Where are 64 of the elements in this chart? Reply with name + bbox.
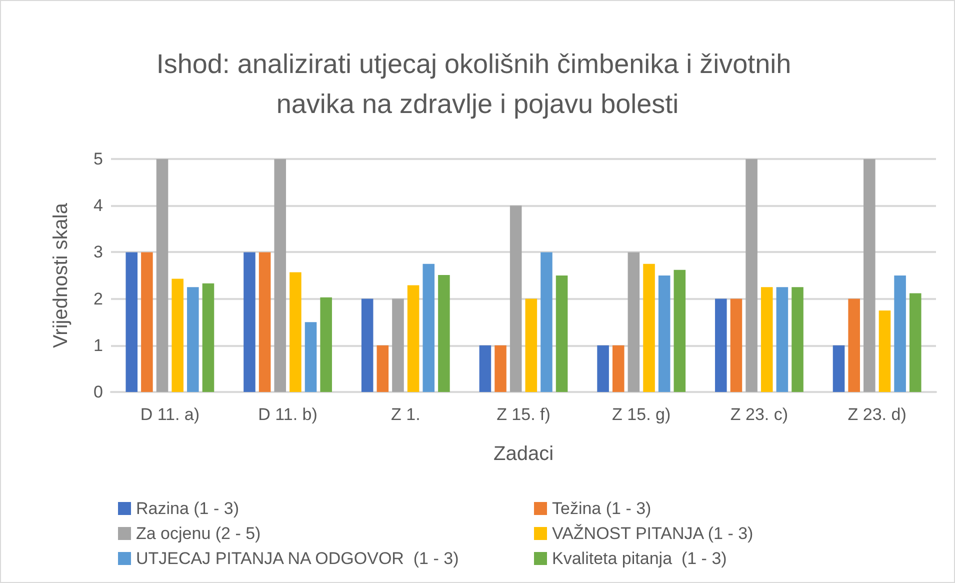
bar	[494, 345, 506, 392]
legend-label: Razina (1 - 3)	[136, 499, 239, 518]
bar	[658, 276, 670, 392]
bar	[156, 159, 168, 392]
bar	[864, 159, 876, 392]
bar	[258, 252, 271, 392]
bar	[628, 252, 640, 392]
bar	[597, 345, 609, 392]
bar	[422, 264, 435, 392]
legend-label: Za ocjenu (2 - 5)	[136, 524, 261, 543]
bar	[715, 298, 727, 392]
legend-label: Kvaliteta pitanja (1 - 3)	[552, 549, 727, 568]
y-axis-title: Vrijednosti skala	[50, 202, 72, 348]
bar	[244, 252, 256, 392]
bar	[792, 287, 804, 392]
x-axis-title: Zadaci	[493, 443, 554, 465]
bar	[510, 206, 522, 392]
bar	[909, 293, 922, 392]
x-tick-label: Z 23. d)	[848, 405, 906, 424]
bar	[730, 298, 742, 392]
y-tick-label: 1	[94, 336, 103, 355]
legend-label: Težina (1 - 3)	[552, 499, 652, 518]
chart-title: Ishod: analizirati utjecaj okolišnih čimbenika i životnih navika na zdravlje i pojavu bolesti	[156, 49, 799, 119]
bar	[643, 264, 655, 392]
legend-label: UTJECAJ PITANJA NA ODGOVOR (1 - 3)	[136, 549, 459, 568]
bar	[479, 345, 492, 392]
x-tick-label: D 11. b)	[258, 405, 318, 424]
y-tick-label: 2	[94, 289, 103, 308]
y-tick-label: 4	[94, 196, 103, 216]
bar	[878, 310, 891, 392]
bar	[848, 298, 860, 392]
bar	[361, 298, 374, 392]
bar	[556, 276, 568, 392]
bar	[392, 298, 404, 392]
bar	[776, 287, 788, 392]
legend-label: VAŽNOST PITANJA (1 - 3)	[552, 524, 754, 543]
bar	[407, 285, 420, 392]
bar	[540, 252, 552, 392]
bar	[438, 275, 450, 392]
bar	[320, 297, 332, 392]
bar	[832, 345, 845, 392]
bar	[126, 252, 138, 392]
bar	[274, 159, 286, 392]
y-tick-label: 0	[94, 382, 103, 402]
y-tick-label: 5	[94, 150, 103, 168]
bar	[202, 283, 214, 392]
bar	[172, 278, 184, 392]
bar	[760, 287, 773, 392]
bar	[290, 272, 302, 392]
x-tick-label: Z 15. f)	[496, 405, 550, 424]
bar	[141, 252, 153, 392]
bar	[894, 276, 906, 392]
x-tick-label: Z 23. c)	[730, 405, 788, 424]
bar	[525, 298, 538, 392]
x-tick-label: Z 1.	[390, 405, 420, 424]
x-tick-label: Z 15. g)	[612, 405, 671, 424]
bar	[304, 322, 317, 392]
bar	[612, 345, 624, 392]
bar	[376, 345, 389, 392]
bar	[674, 270, 686, 392]
bar	[746, 159, 758, 392]
x-tick-label: D 11. a)	[140, 405, 200, 424]
y-tick-label: 3	[94, 242, 103, 262]
bar	[187, 287, 199, 392]
